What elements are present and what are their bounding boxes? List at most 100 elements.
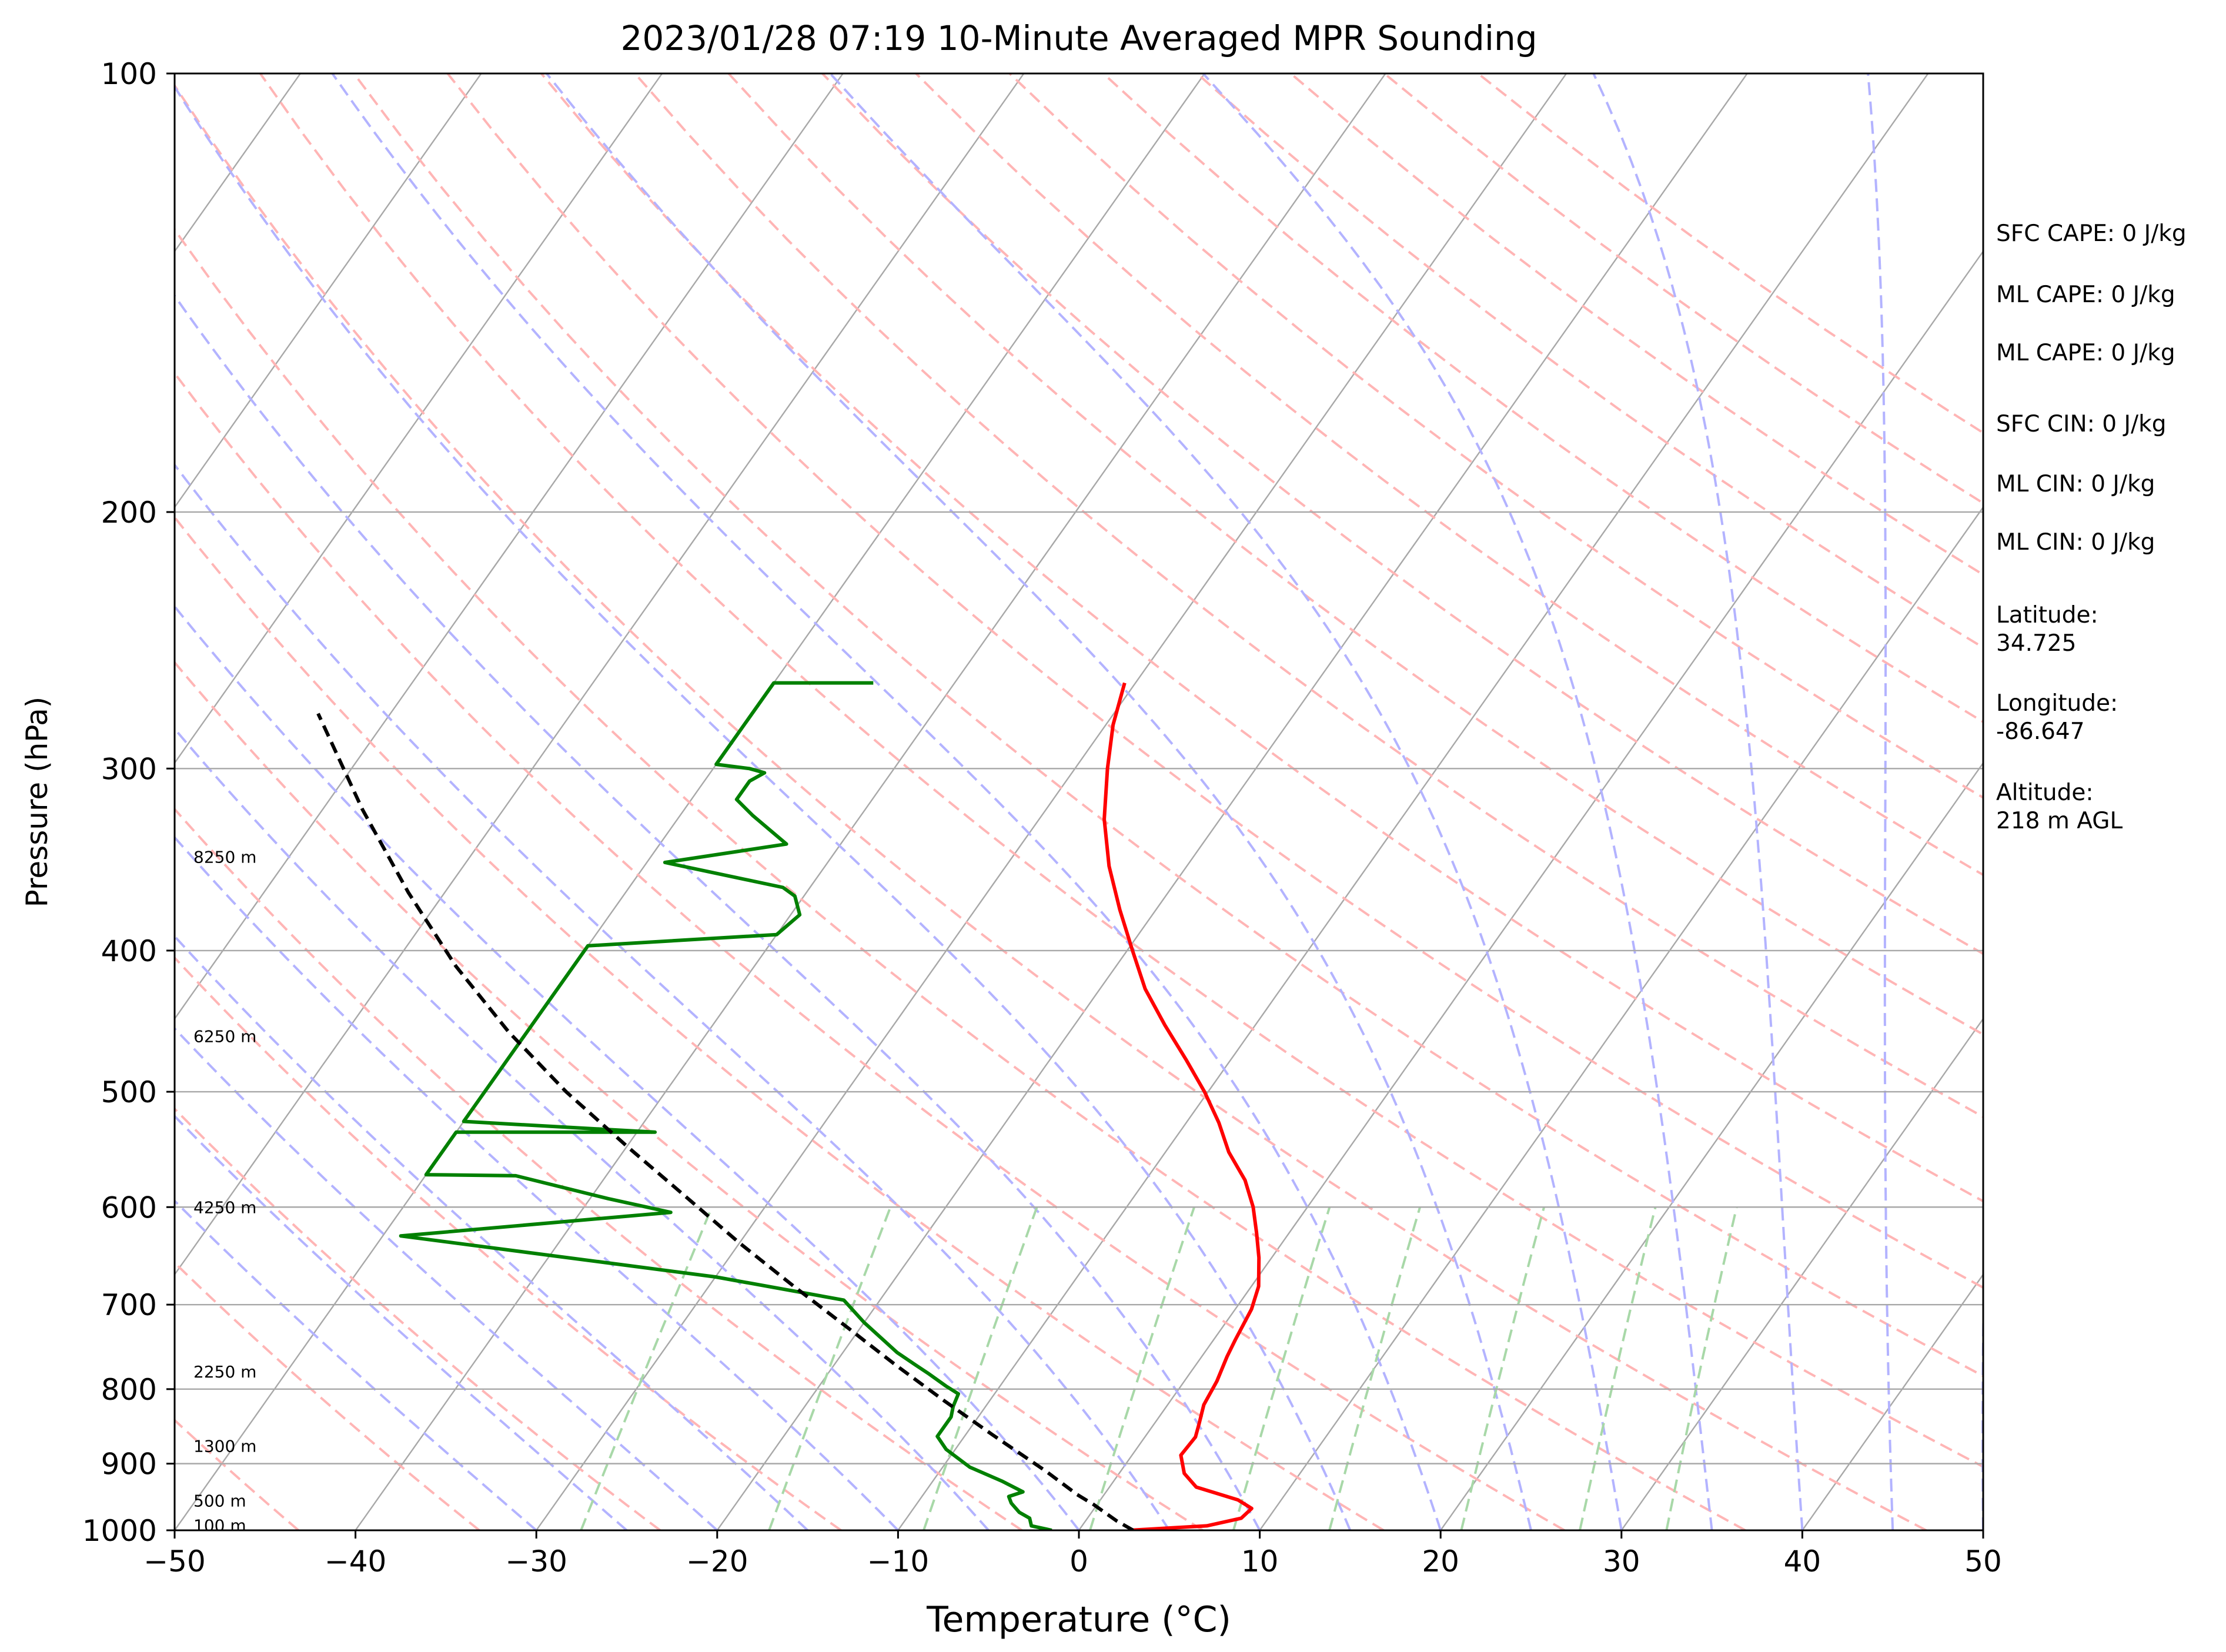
- stat-ml-cin: ML CIN: 0 J/kg: [1996, 471, 2155, 497]
- mixing-ratio-line: [1232, 1206, 1331, 1530]
- dry-adiabat-line: [175, 515, 1385, 1530]
- isotherm-line: [536, 73, 1567, 1530]
- y-tick-label: 200: [101, 496, 157, 530]
- y-tick-label: 400: [101, 934, 157, 968]
- isotherm-line: [355, 73, 1386, 1530]
- dry-adiabat-line: [353, 73, 1983, 1377]
- x-tick-label: −20: [686, 1544, 748, 1579]
- moist-adiabat-line: [175, 293, 1261, 1530]
- parcel-profile-line: [316, 713, 1134, 1530]
- y-tick-label: 100: [101, 57, 157, 91]
- x-tick-label: −10: [867, 1544, 930, 1579]
- latitude-value: 34.725: [1996, 630, 2077, 657]
- longitude-block: Longitude: -86.647: [1996, 690, 2118, 746]
- height-label: 500 m: [193, 1491, 246, 1510]
- y-tick-label: 700: [101, 1288, 157, 1322]
- dry-adiabat-line: [446, 73, 1983, 1289]
- mixing-ratio-line: [1579, 1206, 1657, 1530]
- moist-adiabat-line: [1202, 73, 1713, 1530]
- x-tick-label: −40: [325, 1544, 387, 1579]
- x-tick-label: 50: [1964, 1544, 2002, 1579]
- y-tick-label: 800: [101, 1373, 157, 1407]
- mixing-ratio-line: [768, 1206, 892, 1530]
- dry-adiabat-line: [175, 660, 1204, 1530]
- isotherm-line: [1259, 506, 1983, 1530]
- y-axis-label: Pressure (hPa): [20, 697, 54, 908]
- dry-adiabat-line: [175, 227, 1746, 1530]
- dry-adiabat-line: [175, 371, 1565, 1530]
- moist-adiabat-line: [175, 835, 899, 1530]
- dewpoint-profile-line: [399, 681, 1052, 1530]
- mixing-ratio-line: [1460, 1206, 1546, 1530]
- dry-adiabat-line: [175, 83, 1927, 1530]
- dry-adiabat-line: [175, 1107, 661, 1530]
- stat-ml-cape-2: ML CAPE: 0 J/kg: [1996, 340, 2175, 366]
- moist-adiabat-line: [175, 463, 1171, 1530]
- plot-data: 8250 m 6250 m 4250 m 2250 m 1300 m 500 m 100 m: [193, 681, 1261, 1535]
- height-label: 4250 m: [193, 1198, 256, 1217]
- y-tick-label: 600: [101, 1190, 157, 1225]
- moist-adiabat-line: [331, 73, 1442, 1530]
- x-tick-label: 30: [1603, 1544, 1640, 1579]
- isotherm-line: [175, 73, 1025, 1276]
- x-tick-label: 10: [1241, 1544, 1279, 1579]
- dry-adiabat-line: [175, 807, 1023, 1530]
- moist-adiabat-line: [175, 1199, 537, 1530]
- y-tick-label: 1000: [82, 1514, 157, 1548]
- dry-adiabat-line: [1102, 73, 1983, 724]
- isotherm-line: [1620, 1017, 1983, 1530]
- dry-adiabat-line: [634, 73, 1983, 1119]
- y-tick-label: 300: [101, 752, 157, 786]
- moist-adiabat-line: [1592, 73, 1804, 1530]
- moist-adiabat-line: [175, 604, 1080, 1530]
- stat-sfc-cin: SFC CIN: 0 J/kg: [1996, 411, 2167, 437]
- moist-adiabat-line: [546, 73, 1532, 1530]
- x-axis-label: Temperature (°C): [926, 1599, 1231, 1640]
- height-label: 1300 m: [193, 1436, 256, 1456]
- mixing-ratio-line: [1328, 1206, 1422, 1530]
- y-tick-label: 500: [101, 1075, 157, 1109]
- height-label: 2250 m: [193, 1362, 256, 1382]
- stat-ml-cape: ML CAPE: 0 J/kg: [1996, 282, 2175, 308]
- stat-ml-cin-2: ML CIN: 0 J/kg: [1996, 529, 2155, 556]
- dry-adiabat-line: [727, 73, 1983, 1036]
- isotherm-line: [1440, 761, 1983, 1530]
- altitude-block: Altitude: 218 m AGL: [1996, 779, 2123, 835]
- axis-ticks: −50 −40 −30 −20 −10 0 10 20 30 40 50 100 200 300 400 50…: [82, 57, 2002, 1579]
- dry-adiabat-line: [175, 956, 842, 1530]
- isotherm-line: [1078, 250, 1983, 1530]
- latitude-label: Latitude:: [1996, 602, 2098, 628]
- dry-adiabat-line: [540, 73, 1983, 1203]
- longitude-value: -86.647: [1996, 718, 2085, 745]
- x-tick-label: −30: [505, 1544, 567, 1579]
- dry-adiabat-line: [1008, 73, 1983, 799]
- moist-adiabat-line: [1867, 73, 1894, 1530]
- height-label: 100 m: [193, 1516, 246, 1535]
- chart-title: 2023/01/28 07:19 10-Minute Averaged MPR …: [620, 18, 1537, 58]
- x-tick-label: 0: [1069, 1544, 1088, 1579]
- plot-background: [175, 73, 1983, 1530]
- x-tick-label: −50: [143, 1544, 206, 1579]
- height-label: 6250 m: [193, 1027, 256, 1046]
- isotherm-line: [175, 73, 844, 1021]
- isotherm-line: [716, 73, 1748, 1530]
- moist-adiabat-line: [175, 934, 808, 1530]
- x-tick-label: 20: [1422, 1544, 1459, 1579]
- y-tick-label: 900: [101, 1447, 157, 1482]
- altitude-label: Altitude:: [1996, 780, 2094, 806]
- isotherm-line: [175, 73, 482, 509]
- isotherm-line: [897, 73, 1929, 1530]
- mixing-ratio-line: [580, 1206, 713, 1530]
- isotherm-line: [1801, 1273, 1983, 1530]
- mixing-ratio-line: [1088, 1206, 1195, 1530]
- latitude-block: Latitude: 34.725: [1996, 601, 2098, 658]
- moist-adiabat-line: [175, 727, 990, 1530]
- dry-adiabat-line: [259, 73, 1983, 1469]
- moist-adiabat-line: [175, 1026, 718, 1530]
- temperature-profile-line: [1102, 682, 1261, 1530]
- height-label: 8250 m: [193, 848, 256, 867]
- isotherm-line: [175, 73, 663, 764]
- mixing-ratio-line: [1665, 1206, 1738, 1530]
- moist-adiabat-line: [175, 85, 1352, 1530]
